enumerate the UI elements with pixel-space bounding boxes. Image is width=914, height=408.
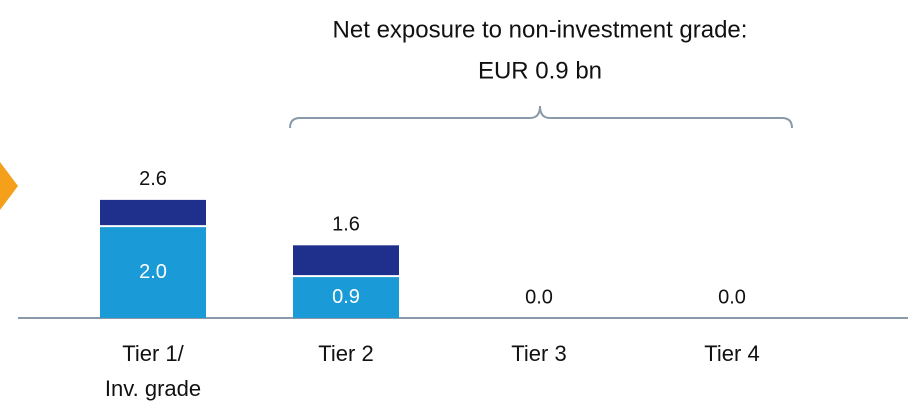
total-label: 2.6: [139, 168, 167, 190]
brace: [289, 105, 793, 129]
x-tick-label: Tier 4: [704, 341, 759, 366]
total-label: 0.0: [718, 286, 746, 308]
x-tick-label: Tier 3: [511, 341, 566, 366]
total-label: 0.0: [525, 286, 553, 308]
x-tick-label: Tier 1/Inv. grade: [105, 341, 201, 401]
arrow-decoration: [0, 162, 18, 210]
bar-segment: [293, 277, 399, 318]
annotation-line: Net exposure to non-investment grade:: [333, 16, 748, 43]
bar-segment: [100, 199, 206, 226]
annotation-line: EUR 0.9 bn: [478, 57, 602, 84]
value-label: 2.0: [139, 261, 167, 283]
value-label: 0.9: [332, 286, 360, 308]
x-tick-label: Tier 2: [318, 341, 373, 366]
bar-segment: [293, 245, 399, 276]
total-label: 1.6: [332, 214, 360, 236]
bar-segment: [100, 227, 206, 318]
